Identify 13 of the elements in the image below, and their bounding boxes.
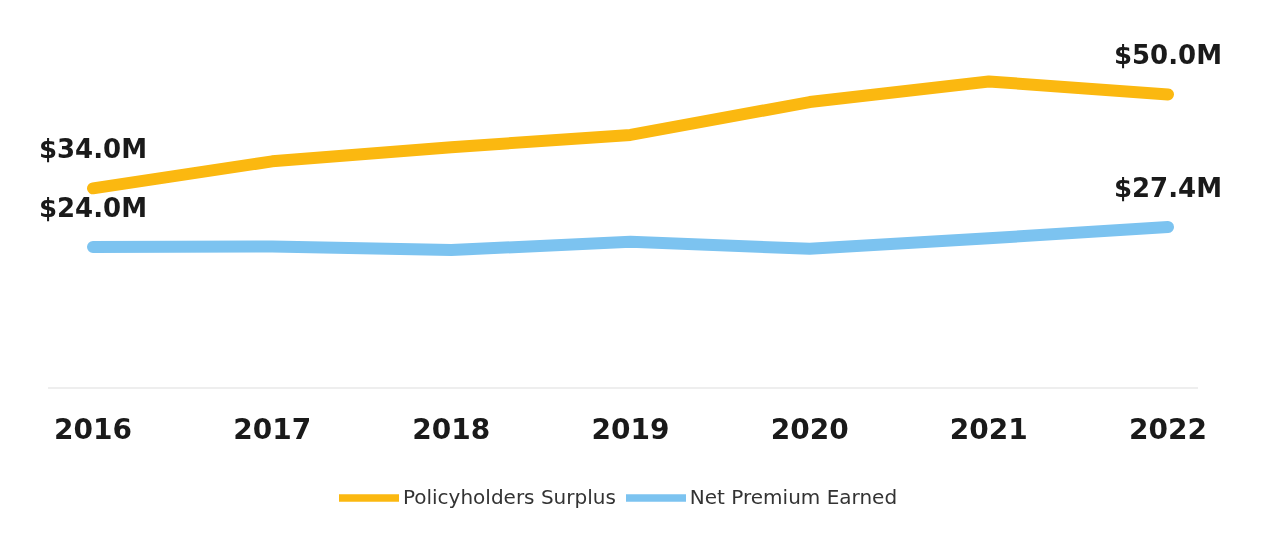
x-tick-label: 2018	[412, 412, 491, 446]
x-tick-label: 2022	[1129, 412, 1207, 446]
data-label: $34.0M	[38, 134, 148, 165]
x-tick-label: 2016	[54, 412, 132, 446]
x-tick-label: 2020	[770, 412, 849, 446]
data-label: $24.0M	[38, 193, 148, 224]
data-label: $50.0M	[1113, 40, 1223, 71]
legend-label: Policyholders Surplus	[402, 484, 616, 509]
x-tick-label: 2019	[591, 412, 670, 446]
x-tick-label: 2017	[233, 412, 312, 446]
data-label: $27.4M	[1113, 173, 1223, 204]
x-tick-label: 2021	[949, 412, 1028, 446]
legend-label: Net Premium Earned	[689, 484, 898, 509]
